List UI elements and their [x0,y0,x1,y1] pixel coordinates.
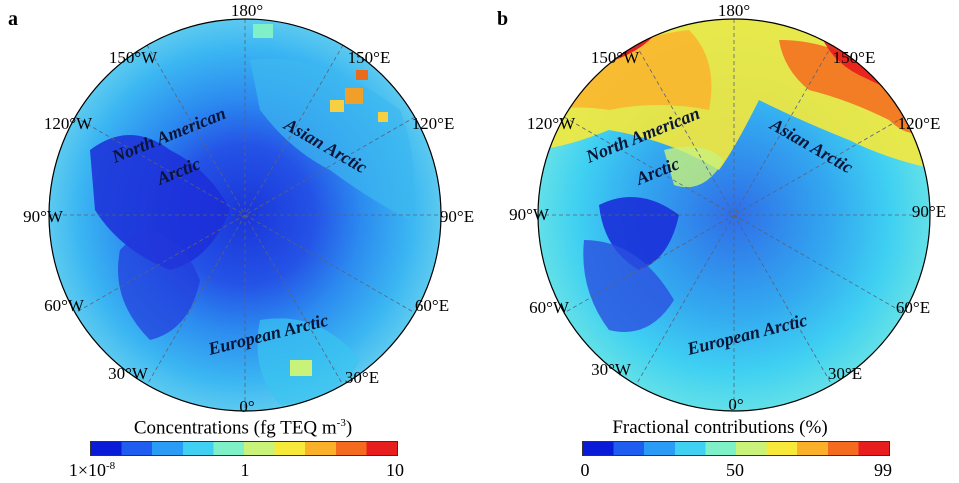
panel-label-a: a [8,8,18,30]
lon-90w-b: 90°W [509,205,549,224]
polar-map-b: North American Arctic Asian Arctic Europ… [537,18,931,412]
mid-band-b [664,146,724,188]
lon-150w-b: 150°W [590,48,640,67]
lon-180-b: 180° [717,1,751,20]
lon-120w-b: 120°W [526,114,576,133]
lon-150e-b: 150°E [832,48,876,67]
hotspot-a-5 [290,360,312,376]
colorbar-b [582,441,890,456]
lon-0-a: 0° [239,397,255,416]
hotspot-a-3 [330,100,344,112]
land-asia-a [250,58,414,221]
lon-120w-a: 120°W [43,114,93,133]
lon-30e-a: 30°E [344,368,380,387]
warm-west-b [549,30,712,110]
panel-b: b [489,0,959,483]
lon-60w-b: 60°W [529,298,569,317]
polar-map-a: North American Arctic Asian Arctic Europ… [48,18,442,412]
lon-90w-a: 90°W [23,207,63,226]
colorbar-tick-mid-b: 50 [726,460,744,480]
hotspot-a-1 [345,88,363,104]
lon-60w-a: 60°W [44,296,84,315]
colorbar-tick-left-a: 1×10-8 [68,460,116,480]
lon-30w-b: 30°W [591,360,631,379]
colorbar-tick-right-b: 99 [874,460,892,480]
colorbar-title-a: Concentrations (fg TEQ m-3) [133,417,353,439]
hotspot-a-4 [378,112,388,122]
land-greenland-a [118,230,200,340]
colorbar-tick-left-b: 0 [580,460,590,480]
lon-90e-b: 90°E [911,202,947,221]
lon-180-a: 180° [230,1,264,20]
lon-30w-a: 30°W [108,364,148,383]
lon-120e-b: 120°E [897,114,941,133]
colorbar-a [90,441,398,456]
land-north-america-a [90,135,230,270]
lon-150e-a: 150°E [347,48,391,67]
colorbar-tick-mid-a: 1 [240,460,250,480]
lon-60e-b: 60°E [895,298,931,317]
lon-150w-a: 150°W [108,48,158,67]
panel-label-b: b [497,8,509,30]
colorbar-tick-right-a: 10 [386,460,404,480]
lon-60e-a: 60°E [414,296,450,315]
lon-120e-a: 120°E [411,114,455,133]
hotspot-a-6 [253,24,273,38]
lon-0-b: 0° [728,395,744,414]
panel-a: a [8,1,475,480]
lon-30e-b: 30°E [827,364,863,383]
land-greenland-b [583,240,674,332]
lon-90e-a: 90°E [439,207,475,226]
colorbar-title-b: Fractional contributions (%) [612,417,828,438]
warm-east-b [779,40,929,134]
hotspot-a-2 [356,70,368,80]
